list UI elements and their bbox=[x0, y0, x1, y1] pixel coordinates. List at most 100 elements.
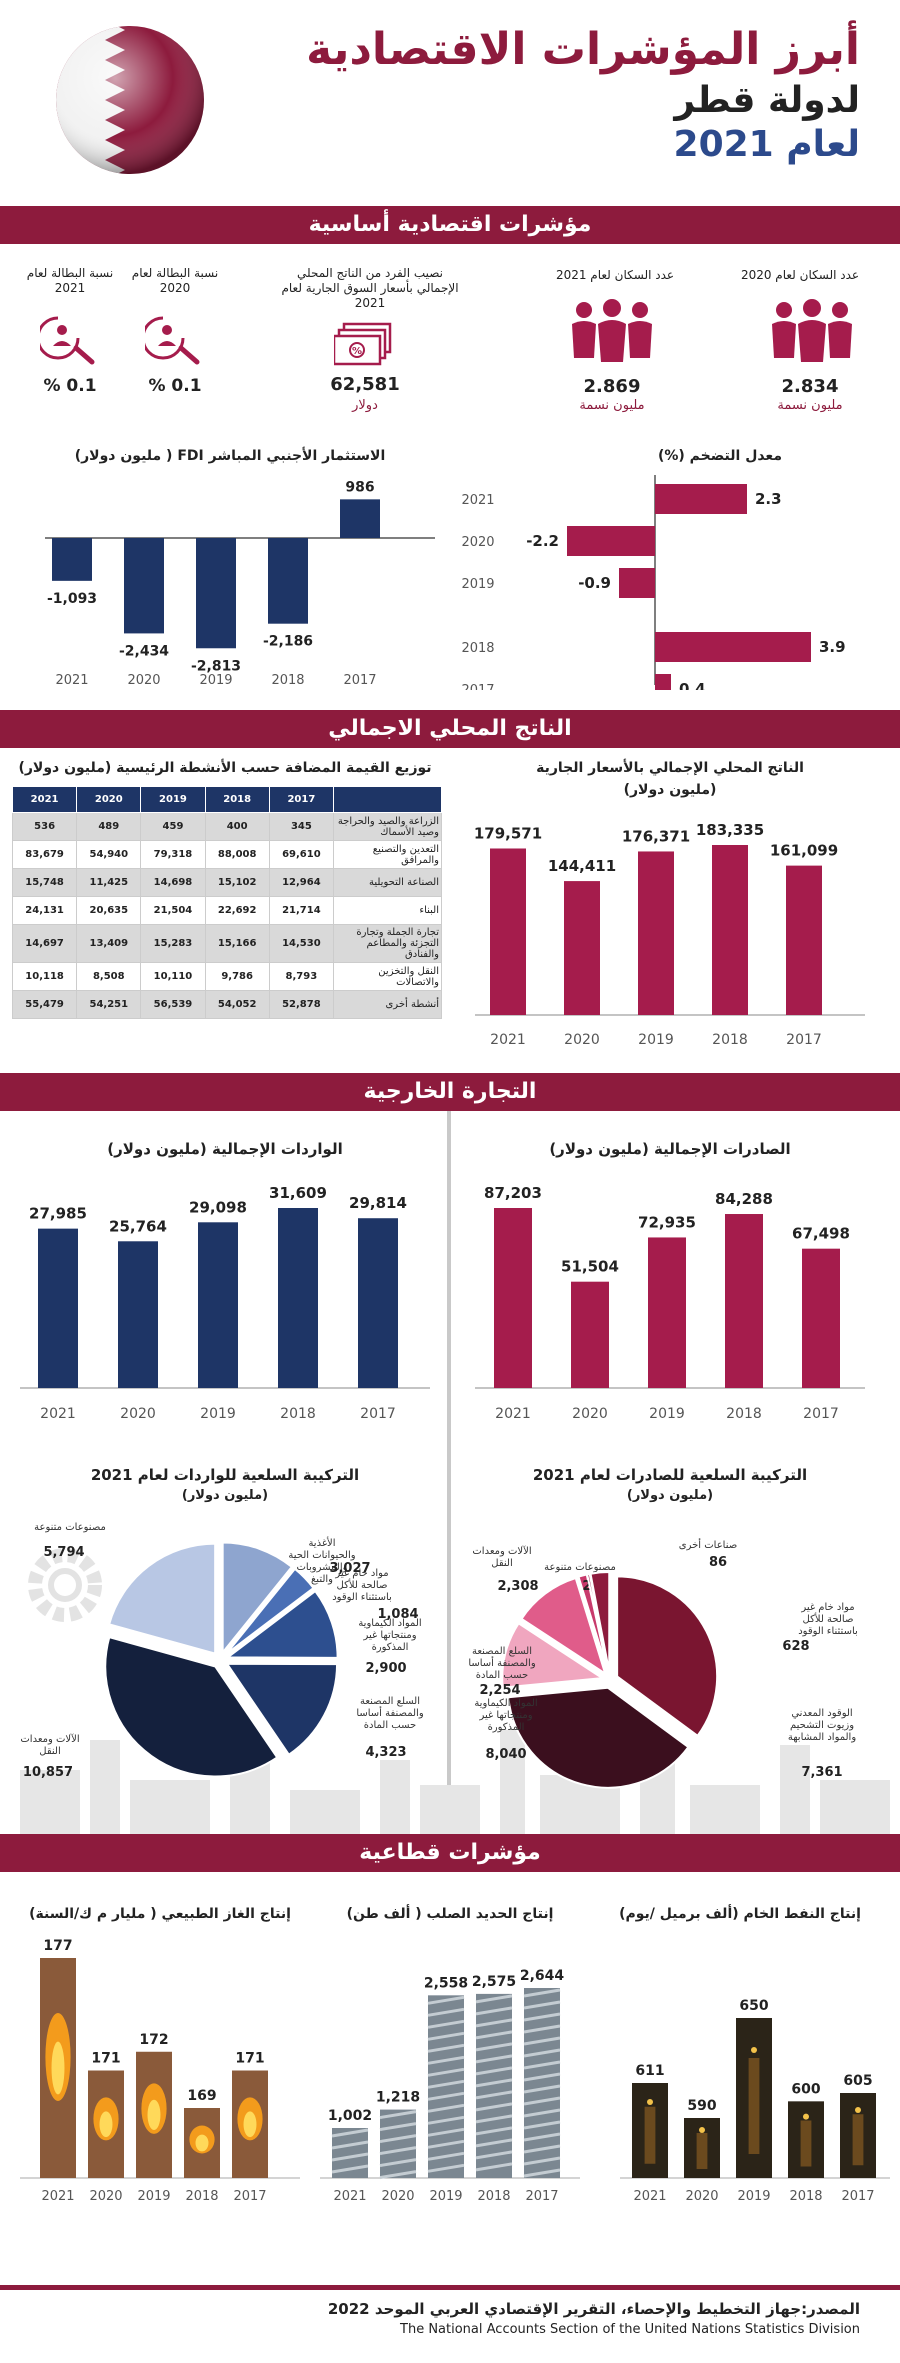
gdp-chart-subtitle: (مليون دولار) bbox=[623, 782, 717, 798]
gdp-year-label: 2020 bbox=[564, 1032, 600, 1048]
table-row-label: الزراعة والصيد والحراجة وصيد الأسماك bbox=[333, 812, 442, 841]
exports-pie-chart: الوقود المعدني وزيوت التشحيم والمواد المشا… bbox=[468, 1538, 858, 1789]
exports-pie-subtitle: (مليون دولار) bbox=[626, 1488, 714, 1503]
inflation-value-label: -2.2 bbox=[526, 532, 559, 550]
oil-value-label: 590 bbox=[687, 2098, 716, 2114]
table-cell: 52,878 bbox=[268, 990, 335, 1019]
gas-value-label: 171 bbox=[235, 2051, 264, 2067]
inflation-chart: 2021 2.3 2020 -2.2 2019 -0.9 2018 3.9 2017 0.4 bbox=[461, 475, 846, 690]
imports-pie-slice-value: 1,084 bbox=[377, 1607, 418, 1622]
table-cell: 15,102 bbox=[204, 868, 270, 897]
oil-bar bbox=[632, 2083, 668, 2178]
table-cell: 10,110 bbox=[140, 962, 206, 991]
exports-bar bbox=[571, 1281, 609, 1388]
exports-pie-slice-value: 2,254 bbox=[479, 1683, 520, 1698]
imports-bar bbox=[118, 1241, 158, 1388]
trade-divider bbox=[447, 1111, 451, 1825]
exports-year-label: 2017 bbox=[803, 1406, 839, 1422]
table-row: 536 489 459 400 345 الزراعة والصيد والحراجة و… bbox=[11, 812, 442, 841]
kpi-pop2020-label: عدد السكان لعام 2020 bbox=[740, 268, 860, 282]
exports-year-label: 2021 bbox=[495, 1406, 531, 1422]
population-icon bbox=[572, 299, 652, 362]
table-cell: 14,698 bbox=[140, 868, 206, 897]
table-cell: 15,166 bbox=[204, 924, 270, 963]
inflation-year-label: 2020 bbox=[461, 535, 494, 550]
fdi-value-label: -2,186 bbox=[263, 634, 313, 650]
table-cell: 69,610 bbox=[268, 840, 335, 869]
imports-pie-slice bbox=[104, 1635, 279, 1778]
table-cell: 15,748 bbox=[11, 868, 78, 897]
exports-value-label: 67,498 bbox=[792, 1225, 850, 1243]
imports-pie-slice-name: الأغذية والحيوانات الحية والمشروبات والتبغ bbox=[288, 1536, 355, 1585]
source-arabic: المصدر:جهاز التخطيط والإحصاء، التقرير ال… bbox=[327, 2300, 860, 2318]
oil-production-chart: 611 2021 590 2020 650 2019 600 2018 605 2017 bbox=[620, 1998, 890, 2204]
gas-bar bbox=[88, 2070, 124, 2178]
gas-bar bbox=[184, 2108, 220, 2178]
table-header-2021: 2021 bbox=[11, 786, 78, 813]
gdp-bar bbox=[786, 865, 822, 1015]
imports-pie-slice-value: 10,857 bbox=[23, 1765, 73, 1780]
table-cell: 10,118 bbox=[11, 962, 78, 991]
fdi-year-label: 2021 bbox=[55, 673, 88, 688]
steel-bar bbox=[331, 2128, 369, 2178]
table-cell: 54,052 bbox=[204, 990, 270, 1019]
exports-chart-title: الصادرات الإجمالية (مليون دولار) bbox=[549, 1140, 791, 1158]
exports-pie-slice-value: 7,361 bbox=[801, 1765, 842, 1780]
steel-year-label: 2020 bbox=[381, 2189, 414, 2204]
table-cell: 88,008 bbox=[204, 840, 270, 869]
table-cell: 8,793 bbox=[268, 962, 335, 991]
table-cell: 12,964 bbox=[268, 868, 335, 897]
exports-pie-slice bbox=[589, 1571, 611, 1673]
table-row: 15,748 11,425 14,698 15,102 12,964 الصناعة ال… bbox=[11, 868, 442, 897]
imports-pie-slice bbox=[107, 1542, 217, 1655]
table-cell: 20,635 bbox=[76, 896, 142, 925]
imports-chart-title: الواردات الإجمالية (مليون دولار) bbox=[107, 1140, 343, 1158]
oil-year-label: 2021 bbox=[633, 2189, 666, 2204]
fdi-year-label: 2019 bbox=[199, 673, 232, 688]
inflation-year-label: 2017 bbox=[461, 683, 494, 690]
oil-value-label: 611 bbox=[635, 2063, 664, 2079]
gdp-chart-title: الناتج المحلي الإجمالي بالأسعار الجارية bbox=[536, 760, 804, 776]
fdi-value-label: -1,093 bbox=[47, 591, 97, 607]
gas-year-label: 2021 bbox=[41, 2189, 74, 2204]
table-cell: 345 bbox=[268, 812, 335, 841]
exports-pie-slice-name: مصنوعات متنوعة bbox=[544, 1562, 616, 1573]
gas-value-label: 172 bbox=[139, 2032, 168, 2048]
table-cell: 11,425 bbox=[76, 868, 142, 897]
oil-year-label: 2020 bbox=[685, 2189, 718, 2204]
inflation-value-label: 3.9 bbox=[819, 638, 846, 656]
fdi-bar bbox=[196, 538, 236, 649]
imports-pie-slice bbox=[221, 1541, 294, 1656]
exports-pie-slice-name: صناعات أخرى bbox=[679, 1538, 737, 1551]
kpi-pop2020-unit: مليون نسمة bbox=[777, 398, 843, 413]
oil-year-label: 2018 bbox=[789, 2189, 822, 2204]
kpi-gdp-per-capita-unit: دولار bbox=[352, 398, 378, 413]
page-subtitle-year: لعام 2021 bbox=[673, 124, 860, 165]
exports-value-label: 72,935 bbox=[638, 1213, 696, 1231]
exports-value-label: 87,203 bbox=[484, 1184, 542, 1202]
exports-pie-slice-name: المواد الكيماوية ومنتجاتها غير المذكورة bbox=[474, 1698, 537, 1733]
fdi-bar bbox=[52, 538, 92, 581]
steel-value-label: 1,218 bbox=[376, 2090, 420, 2106]
gas-bar bbox=[232, 2070, 268, 2178]
exports-pie-slice bbox=[520, 1576, 607, 1676]
gas-year-label: 2017 bbox=[233, 2189, 266, 2204]
page-title: أبرز المؤشرات الاقتصادية bbox=[306, 24, 860, 75]
imports-pie-slice-value: 2,900 bbox=[365, 1661, 406, 1676]
exports-bar bbox=[725, 1214, 763, 1388]
table-header-activity bbox=[333, 786, 442, 813]
steel-production-chart: 1,002 2021 1,218 2020 2,558 2019 2,575 2018 2,64… bbox=[320, 1968, 580, 2204]
inflation-year-label: 2019 bbox=[461, 577, 494, 592]
steel-year-label: 2019 bbox=[429, 2189, 462, 2204]
gas-value-label: 169 bbox=[187, 2088, 216, 2104]
inflation-value-label: -0.9 bbox=[578, 574, 611, 592]
exports-pie-slice bbox=[616, 1575, 719, 1738]
exports-pie-slice-name: الآلات ومعدات النقل bbox=[472, 1545, 531, 1569]
imports-pie-slice-name: السلع المصنعة والمصنفة أساسا حسب المادة bbox=[356, 1696, 424, 1731]
exports-bar bbox=[648, 1237, 686, 1388]
steel-year-label: 2021 bbox=[333, 2189, 366, 2204]
table-row-label: النقل والتخزين والاتصالات bbox=[333, 962, 442, 991]
fdi-value-label: -2,434 bbox=[119, 643, 169, 659]
imports-pie-chart: الأغذية والحيوانات الحية والمشروبات والتبغ3… bbox=[20, 1522, 424, 1780]
oil-value-label: 605 bbox=[843, 2073, 872, 2089]
